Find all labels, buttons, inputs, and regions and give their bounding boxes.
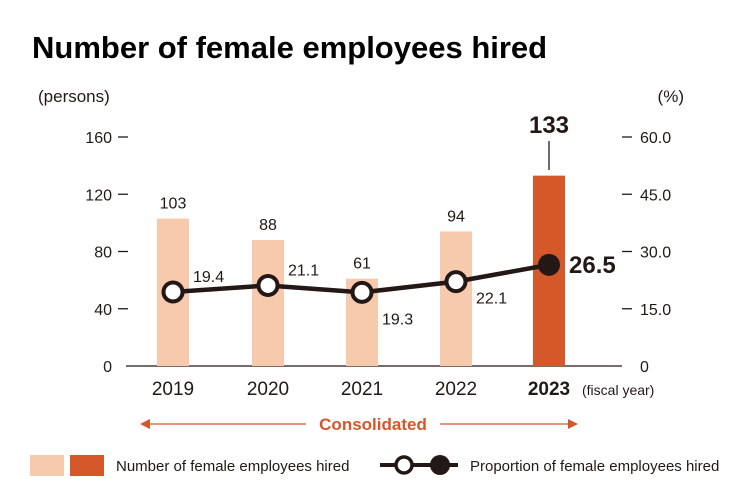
x-category-label: 2020 [247, 379, 289, 400]
line-value-label: 19.3 [382, 311, 413, 328]
arrow-left-head [140, 419, 150, 429]
x-category-label: 2021 [341, 379, 383, 400]
bar-value-label: 133 [529, 112, 569, 139]
consolidated-annotation: Consolidated [140, 415, 578, 434]
line-point [256, 273, 280, 297]
chart-title: Number of female employees hired [32, 30, 547, 65]
line-series [161, 253, 560, 304]
legend-marker-filled [430, 455, 450, 475]
line-labels: 19.4 21.1 19.3 22.1 26.5 [193, 252, 616, 328]
legend-label-line: Proportion of female employees hired [470, 458, 719, 475]
x-category-label: 2023 [528, 379, 570, 400]
line-point [350, 280, 374, 304]
x-category-label: 2022 [435, 379, 477, 400]
left-tick-label: 0 [103, 359, 112, 376]
line-value-label: 21.1 [288, 262, 319, 279]
line-value-label: 26.5 [569, 252, 616, 279]
bar-series [157, 175, 565, 366]
bar-value-label: 61 [353, 256, 371, 273]
x-axis-suffix: (fiscal year) [582, 382, 654, 398]
legend: Number of female employees hired Proport… [30, 455, 719, 476]
right-tick-label: 60.0 [640, 130, 671, 147]
left-tick-label: 160 [85, 130, 112, 147]
right-axis: 0 15.0 30.0 45.0 60.0 [622, 130, 671, 376]
legend-swatch-bar-highlight [70, 455, 104, 476]
line-point [161, 280, 185, 304]
right-tick-label: 0 [640, 359, 649, 376]
bar-2020 [252, 240, 284, 366]
right-tick-label: 45.0 [640, 187, 671, 204]
left-tick-label: 40 [94, 302, 112, 319]
bar-value-label: 88 [259, 217, 277, 234]
bar-value-label: 103 [160, 196, 187, 213]
left-tick-label: 80 [94, 245, 112, 262]
line-point [538, 253, 560, 276]
consolidated-label: Consolidated [319, 415, 427, 434]
bar-2022 [440, 231, 472, 366]
left-axis-unit: (persons) [38, 87, 110, 106]
line-point [444, 270, 468, 294]
x-axis-categories: 2019 2020 2021 2022 2023 [152, 379, 570, 400]
right-axis-unit: (%) [658, 87, 684, 106]
x-category-label: 2019 [152, 379, 194, 400]
legend-swatch-bar [30, 455, 64, 476]
legend-label-bars: Number of female employees hired [116, 458, 349, 475]
right-tick-label: 15.0 [640, 302, 671, 319]
legend-marker-open [394, 455, 414, 475]
right-tick-label: 30.0 [640, 245, 671, 262]
bar-labels: 103 88 61 94 133 [160, 112, 569, 273]
bar-value-label: 94 [447, 208, 465, 225]
left-axis: 0 40 80 120 160 [85, 130, 128, 376]
left-tick-label: 120 [85, 187, 112, 204]
line-value-label: 22.1 [476, 291, 507, 308]
line-value-label: 19.4 [193, 269, 224, 286]
arrow-right-head [568, 419, 578, 429]
